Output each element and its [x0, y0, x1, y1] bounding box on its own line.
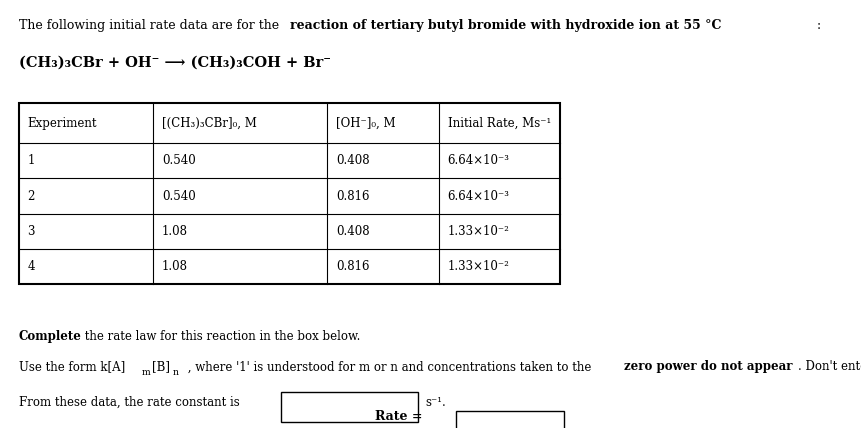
Text: (CH₃)₃CBr + OH⁻ ⟶ (CH₃)₃COH + Br⁻: (CH₃)₃CBr + OH⁻ ⟶ (CH₃)₃COH + Br⁻ [19, 56, 331, 70]
Text: 0.816: 0.816 [336, 190, 369, 202]
Text: 1.08: 1.08 [162, 260, 188, 273]
Text: 1.33×10⁻²: 1.33×10⁻² [448, 225, 510, 238]
Text: 6.64×10⁻³: 6.64×10⁻³ [448, 190, 510, 202]
Text: 1.33×10⁻²: 1.33×10⁻² [448, 260, 510, 273]
Text: From these data, the rate constant is: From these data, the rate constant is [19, 396, 239, 409]
Text: 0.408: 0.408 [336, 155, 369, 167]
Text: 0.816: 0.816 [336, 260, 369, 273]
Bar [19, 103, 560, 284]
Text: the rate law for this reaction in the box below.: the rate law for this reaction in the bo… [81, 330, 360, 342]
Text: . Don't enter 1 for m or n: . Don't enter 1 for m or n [798, 360, 861, 373]
Text: Complete: Complete [19, 330, 82, 342]
Text: 0.408: 0.408 [336, 225, 369, 238]
Text: Initial Rate, Ms⁻¹: Initial Rate, Ms⁻¹ [448, 116, 551, 130]
Text: reaction of tertiary butyl bromide with hydroxide ion at 55 °C: reaction of tertiary butyl bromide with … [290, 19, 722, 32]
Text: 0.540: 0.540 [162, 155, 195, 167]
Text: 2: 2 [28, 190, 35, 202]
Text: :: : [817, 19, 821, 32]
Text: zero power do not appear: zero power do not appear [624, 360, 793, 373]
Bar [456, 411, 564, 428]
Text: 1.08: 1.08 [162, 225, 188, 238]
Text: [B]: [B] [152, 360, 170, 373]
Text: [OH⁻]₀, M: [OH⁻]₀, M [336, 116, 395, 130]
Bar [281, 392, 418, 422]
Text: The following initial rate data are for the: The following initial rate data are for … [19, 19, 283, 32]
Text: 6.64×10⁻³: 6.64×10⁻³ [448, 155, 510, 167]
Text: 1: 1 [28, 155, 35, 167]
Text: [(CH₃)₃CBr]₀, M: [(CH₃)₃CBr]₀, M [162, 116, 257, 130]
Text: , where '1' is understood for m or n and concentrations taken to the: , where '1' is understood for m or n and… [184, 360, 595, 373]
Text: 3: 3 [28, 225, 35, 238]
Text: 4: 4 [28, 260, 35, 273]
Text: n: n [173, 368, 179, 377]
Text: s⁻¹.: s⁻¹. [425, 396, 446, 409]
Text: Use the form k[A]: Use the form k[A] [19, 360, 125, 373]
Text: m: m [141, 368, 150, 377]
Text: Rate =: Rate = [375, 410, 422, 422]
Text: Experiment: Experiment [28, 116, 97, 130]
Text: 0.540: 0.540 [162, 190, 195, 202]
